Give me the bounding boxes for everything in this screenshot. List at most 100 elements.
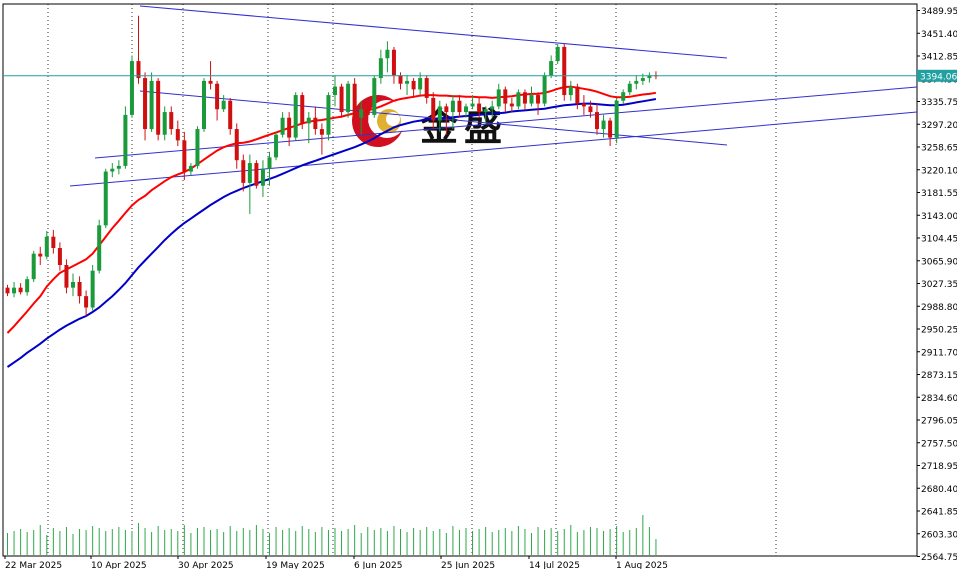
candle	[405, 75, 410, 96]
candle-body	[398, 75, 403, 84]
candle	[254, 160, 259, 189]
candle	[51, 229, 56, 254]
candle	[601, 114, 606, 138]
candle-body	[169, 112, 174, 130]
candle	[215, 80, 220, 121]
candle	[621, 89, 626, 104]
candle	[549, 55, 554, 79]
y-tick-label: 2796.05	[921, 417, 957, 427]
candles	[5, 15, 658, 316]
moving-average-line-2	[6, 98, 657, 368]
y-tick-label: 3065.90	[921, 257, 957, 267]
candle-body	[450, 100, 455, 113]
candle	[156, 78, 161, 141]
candle-body	[156, 80, 161, 135]
candle	[437, 100, 442, 132]
candle-body	[77, 281, 82, 297]
candle-body	[57, 248, 62, 266]
trendline-upper	[139, 5, 728, 59]
candle-body	[300, 95, 305, 124]
candle-body	[195, 129, 200, 166]
candle	[110, 163, 115, 178]
candle-body	[254, 163, 259, 186]
candle	[18, 283, 23, 295]
candle-body	[260, 168, 265, 186]
candle-body	[234, 129, 239, 161]
candle-body	[97, 225, 102, 271]
y-tick-label: 2834.60	[921, 394, 957, 404]
y-tick-label: 3220.10	[921, 166, 957, 176]
candle-body	[143, 78, 148, 130]
candle	[496, 83, 501, 110]
candle	[595, 103, 599, 135]
y-tick-label: 3412.85	[921, 53, 957, 63]
candle-body	[542, 75, 547, 104]
candle-body	[614, 100, 619, 138]
candle-body	[470, 103, 475, 107]
candle-body	[136, 61, 141, 79]
candle-body	[274, 134, 279, 158]
candle	[38, 246, 43, 266]
x-tick-label: 1 Aug 2025	[616, 561, 668, 569]
candle-body	[228, 100, 233, 130]
candle-body	[568, 86, 573, 96]
candle-body	[326, 95, 331, 135]
candle-body	[418, 78, 423, 90]
candle-body	[536, 95, 541, 104]
candle-body	[405, 80, 410, 84]
candle	[575, 83, 580, 110]
y-tick-label: 3451.40	[921, 30, 957, 40]
candle-body	[333, 86, 337, 96]
candle	[5, 284, 10, 297]
candle-body	[129, 61, 134, 115]
candle-body	[444, 106, 449, 113]
candle	[182, 131, 187, 181]
candle	[647, 72, 652, 83]
candle-body	[319, 129, 324, 135]
candle	[136, 15, 141, 84]
candle	[431, 92, 436, 130]
candle-body	[123, 114, 128, 166]
candle-body	[280, 117, 285, 135]
trendline-lower	[94, 86, 918, 159]
candle-body	[5, 287, 10, 294]
candle	[509, 97, 514, 113]
candle-body	[64, 265, 69, 288]
candle-body	[116, 165, 121, 169]
candle	[568, 80, 573, 101]
candle	[188, 163, 193, 176]
candle-body	[647, 75, 652, 79]
candle-body	[608, 120, 613, 138]
candle	[234, 123, 239, 169]
candle-body	[18, 287, 23, 293]
candle	[293, 92, 298, 141]
candle	[522, 89, 527, 110]
candle	[385, 41, 390, 73]
candle	[359, 100, 364, 135]
candle	[503, 86, 508, 113]
candle-body	[424, 78, 429, 98]
candle-body	[529, 95, 534, 104]
candle	[483, 106, 488, 124]
candle	[208, 61, 213, 90]
candle	[319, 123, 324, 155]
candle	[542, 72, 547, 107]
x-tick-label: 14 Jul 2025	[529, 561, 580, 569]
candle	[97, 219, 102, 274]
candle-body	[247, 163, 252, 183]
candle-body	[293, 95, 298, 138]
candle	[457, 95, 462, 118]
y-tick-label: 3027.35	[921, 280, 957, 290]
candle-body	[182, 140, 187, 172]
moving-average-line-1	[6, 85, 657, 334]
candle-body	[208, 80, 213, 84]
y-tick-label: 2988.80	[921, 303, 957, 313]
candle-body	[215, 83, 220, 110]
y-tick-label: 2757.50	[921, 439, 957, 449]
candle	[470, 95, 475, 110]
candle	[221, 95, 226, 113]
candle	[44, 231, 49, 260]
candle-body	[601, 120, 606, 130]
